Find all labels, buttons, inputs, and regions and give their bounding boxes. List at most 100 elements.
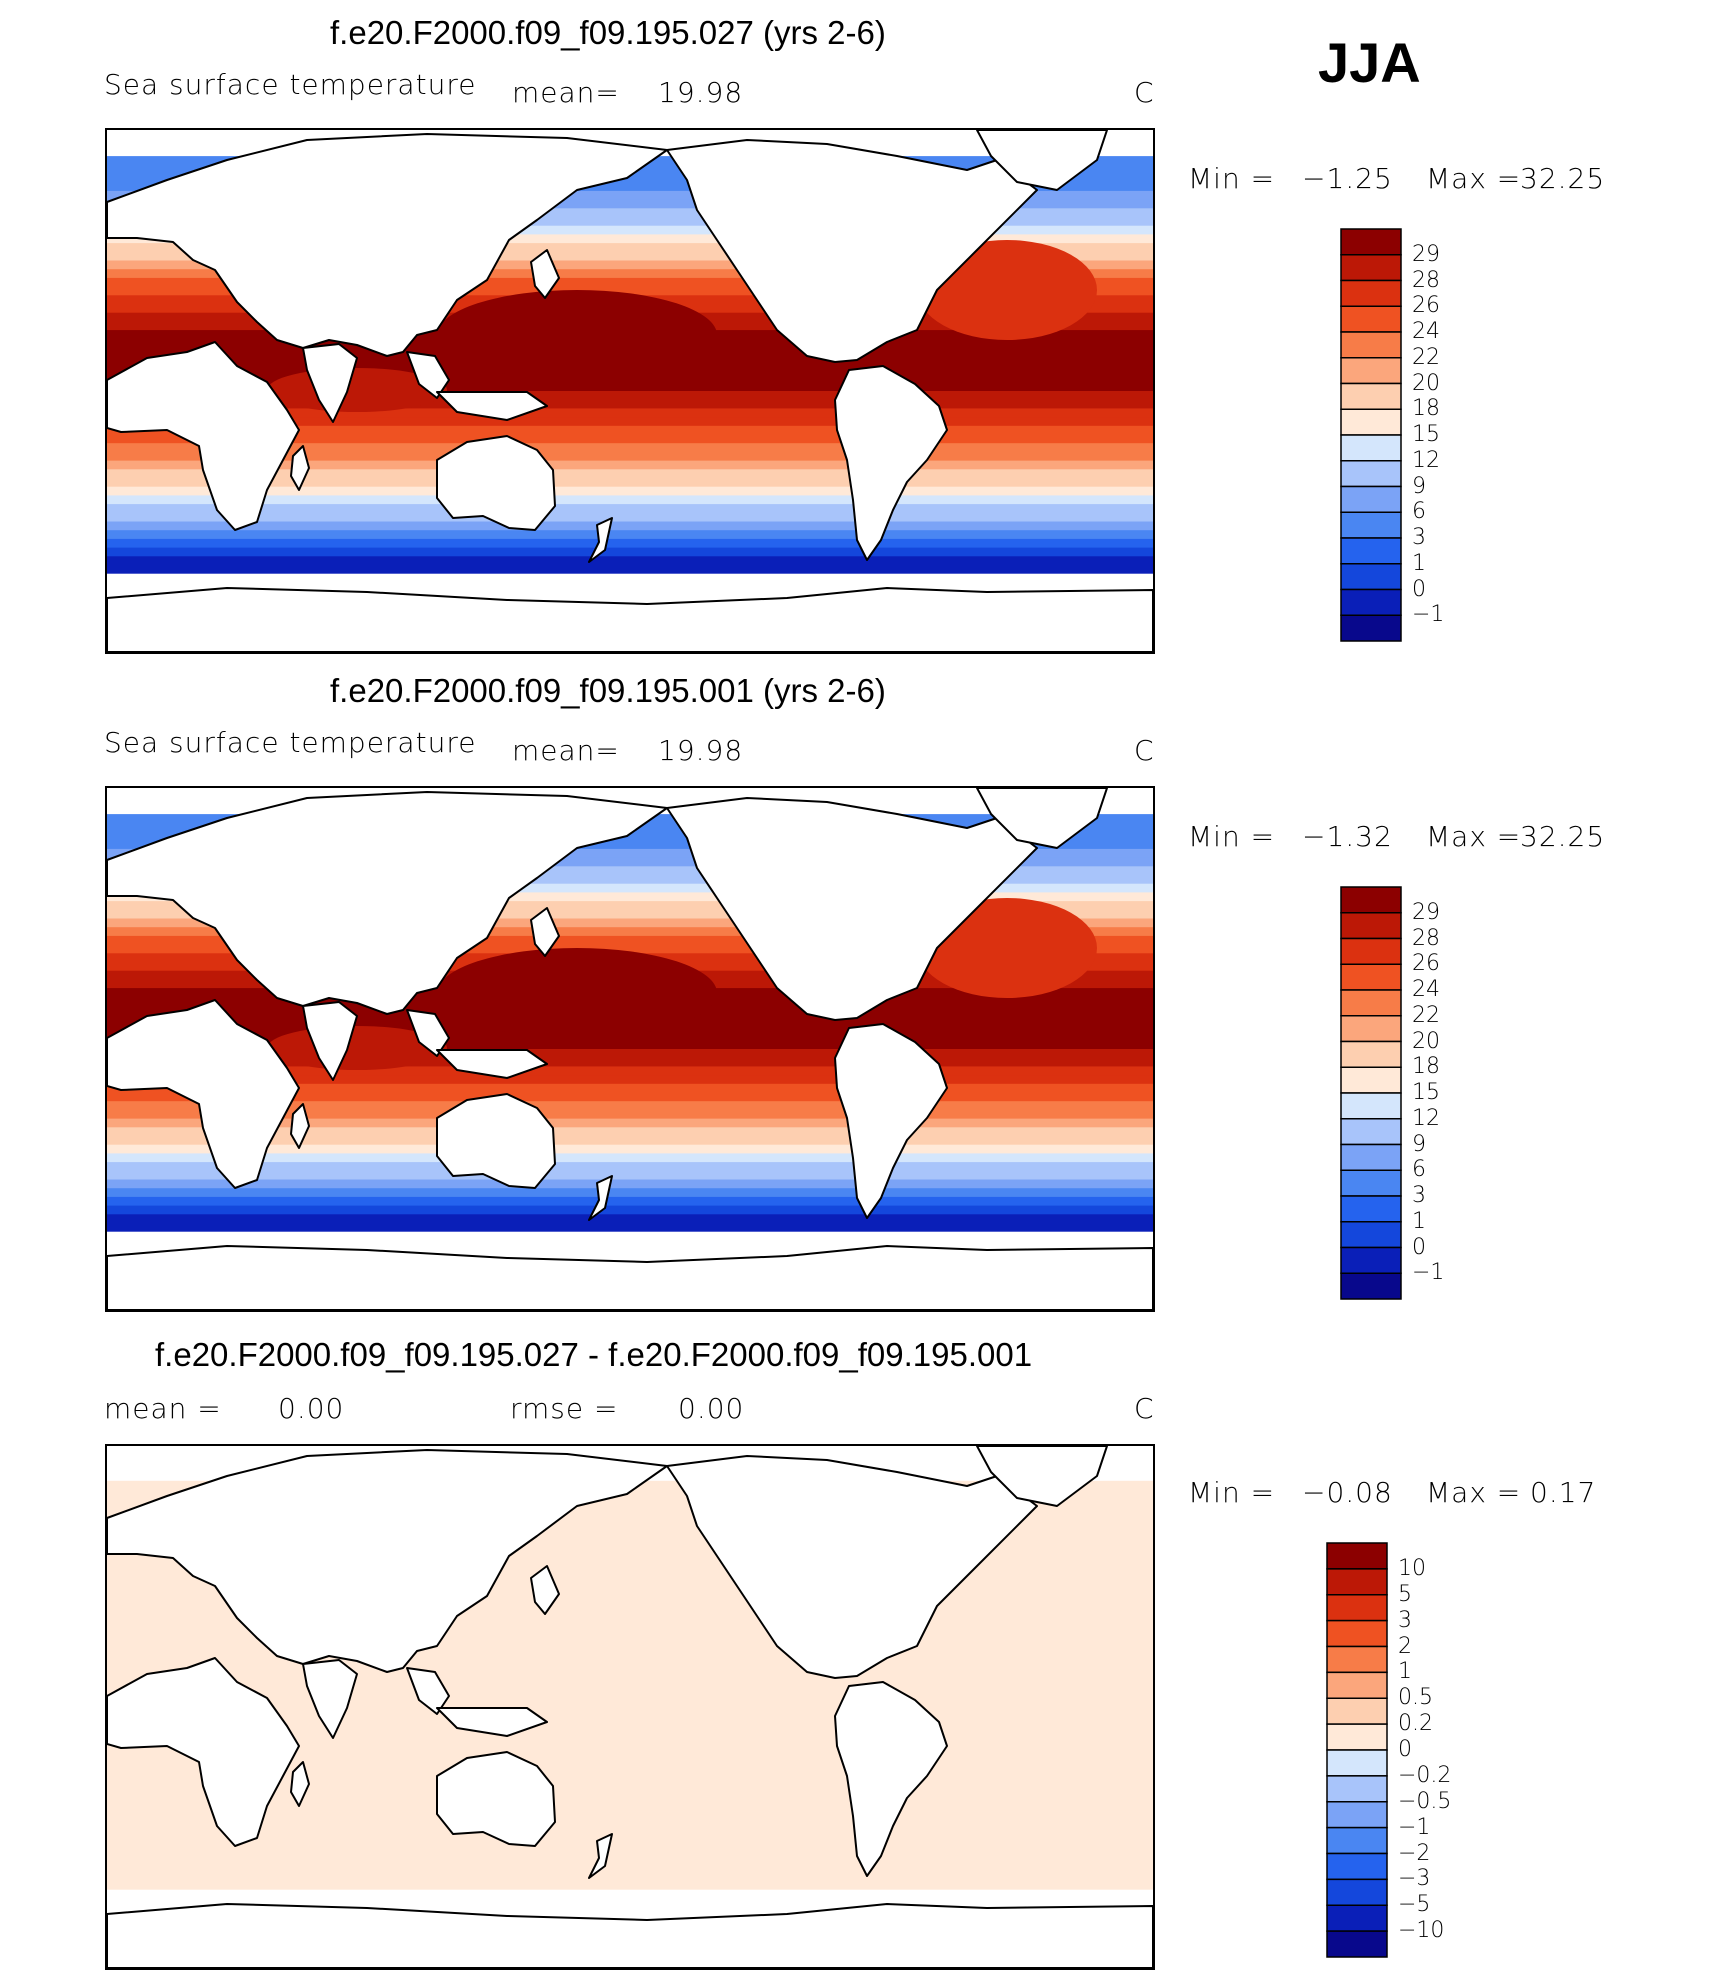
- colorbar-swatch: [1326, 1775, 1388, 1803]
- colorbar-swatch: [1326, 1801, 1388, 1829]
- colorbar-tick-label: 1: [1398, 1659, 1412, 1685]
- colorbar-swatch: [1340, 331, 1402, 359]
- land-northAmerica: [666, 139, 1038, 363]
- ocean-band: [107, 234, 1153, 245]
- panel1-min-value: −1.25: [1302, 162, 1393, 195]
- colorbar-swatch: [1340, 563, 1402, 591]
- panel1-max-label: Max =: [1426, 162, 1522, 195]
- colorbar-swatch: [1340, 1118, 1402, 1146]
- colorbar-tick-label: −0.2: [1398, 1762, 1452, 1788]
- ocean-band: [107, 1733, 1153, 1743]
- panel2-max-value: 32.25: [1520, 820, 1606, 853]
- ocean-band: [107, 883, 1153, 894]
- colorbar-swatch: [1340, 279, 1402, 307]
- ocean-band: [107, 504, 1153, 514]
- panel1-title: f.e20.F2000.f09_f09.195.027 (yrs 2-6): [330, 14, 886, 51]
- ocean-band: [107, 173, 1153, 184]
- colorbar-tick-label: 9: [1412, 1131, 1426, 1157]
- ocean-band: [107, 1907, 1153, 1917]
- colorbar-swatch: [1340, 886, 1402, 914]
- colorbar-swatch: [1326, 1826, 1388, 1855]
- ocean-band: [107, 1567, 1153, 1578]
- ocean-band: [107, 1689, 1153, 1700]
- colorbar-tick-label: 0: [1412, 576, 1426, 602]
- colorbar-swatch: [1340, 254, 1402, 282]
- ocean-band: [107, 1541, 1153, 1552]
- ocean-band: [107, 1872, 1153, 1882]
- colorbar-swatch: [1340, 614, 1402, 642]
- colorbar-tick-label: 22: [1412, 1002, 1440, 1028]
- ocean-band: [107, 1040, 1153, 1050]
- colorbar-swatch: [1326, 1749, 1388, 1777]
- ocean-band: [107, 1802, 1153, 1813]
- ocean-band: [107, 1854, 1153, 1865]
- ocean-band: [107, 1741, 1153, 1752]
- ocean-band: [107, 840, 1153, 850]
- panel1-units: C: [1134, 76, 1155, 109]
- colorbar-swatch: [1340, 382, 1402, 410]
- panel3-min-label: Min =: [1188, 1476, 1276, 1509]
- colorbar-tick-label: 18: [1412, 1054, 1440, 1080]
- colorbar-swatch: [1340, 434, 1402, 462]
- colorbar-tick-label: 0.2: [1398, 1711, 1433, 1737]
- panel1-mean-value: 19.98: [658, 76, 744, 109]
- land-antarctica: [107, 1245, 1153, 1310]
- ocean-band: [107, 788, 1153, 798]
- ocean-band: [107, 1828, 1153, 1839]
- ocean-band: [107, 1767, 1153, 1778]
- ocean-band: [107, 573, 1153, 584]
- ocean-band: [107, 469, 1153, 479]
- land-greenland: [976, 788, 1108, 849]
- land-india: [302, 1001, 358, 1081]
- colorbar-tick-label: −3: [1398, 1866, 1431, 1892]
- ocean-band: [107, 1637, 1153, 1648]
- ocean-band: [107, 538, 1153, 549]
- colorbar-swatch: [1340, 912, 1402, 940]
- land-madagascar: [290, 1103, 310, 1149]
- land-northAmerica: [666, 1455, 1038, 1679]
- colorbar-swatch: [1340, 305, 1402, 333]
- ocean-band: [107, 1680, 1153, 1691]
- ocean-band: [107, 1188, 1153, 1198]
- ocean-band: [107, 1672, 1153, 1682]
- panel2-map: [105, 786, 1155, 1312]
- ocean-band: [107, 556, 1153, 566]
- colorbar-swatch: [1340, 588, 1402, 616]
- panel1-min-label: Min =: [1188, 162, 1276, 195]
- ocean-band: [107, 251, 1153, 262]
- land-indonesia: [436, 391, 548, 421]
- ocean-band: [107, 408, 1153, 419]
- ocean-band: [107, 1031, 1153, 1042]
- land-madagascar: [290, 445, 310, 491]
- ocean-band: [107, 1707, 1153, 1717]
- colorbar-tick-label: 12: [1412, 1105, 1440, 1131]
- ocean-band: [107, 373, 1153, 384]
- colorbar-tick-label: 6: [1412, 499, 1426, 525]
- ocean-band: [107, 901, 1153, 911]
- land-seasia: [406, 1009, 450, 1057]
- land-southAmerica: [834, 1023, 948, 1219]
- panel3-units: C: [1134, 1392, 1155, 1425]
- ocean-band: [107, 1759, 1153, 1769]
- ocean-band: [107, 1576, 1153, 1587]
- ocean-band: [107, 1602, 1153, 1613]
- ocean-band: [107, 269, 1153, 279]
- panel2-mean-value: 19.98: [658, 734, 744, 767]
- ocean-band: [107, 486, 1153, 497]
- ocean-band: [107, 1898, 1153, 1909]
- panel3-mean-label: mean =: [104, 1392, 222, 1425]
- panel1-map-svg: [107, 130, 1153, 652]
- land-india: [302, 1659, 358, 1739]
- colorbar-tick-label: 1: [1412, 1208, 1426, 1234]
- ocean-band: [107, 1794, 1153, 1804]
- panel3-title: f.e20.F2000.f09_f09.195.027 - f.e20.F200…: [155, 1336, 1033, 1373]
- ocean-band: [107, 434, 1153, 445]
- land-nz: [588, 1833, 613, 1879]
- panel1-map: [105, 128, 1155, 654]
- ocean-band: [107, 399, 1153, 410]
- ocean-band: [107, 1611, 1153, 1621]
- ocean-band: [107, 225, 1153, 236]
- colorbar-swatch: [1326, 1930, 1388, 1958]
- ocean-band: [107, 1162, 1153, 1172]
- ocean-band: [107, 512, 1153, 523]
